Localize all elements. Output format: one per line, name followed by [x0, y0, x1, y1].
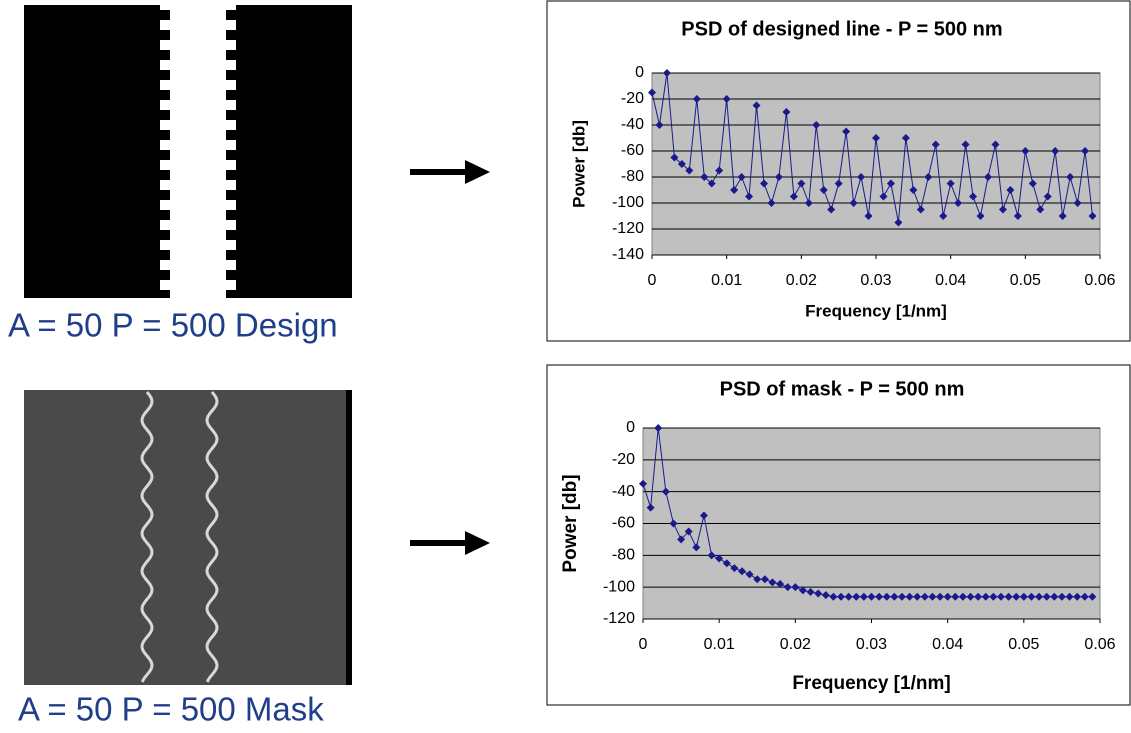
y-tick-label: -60: [621, 142, 644, 159]
y-tick-label: -20: [621, 90, 644, 107]
x-tick-label: 0.04: [932, 636, 963, 653]
y-tick-label: 0: [635, 64, 644, 81]
mask-image: [24, 390, 352, 685]
x-axis-label: Frequency [1/nm]: [805, 301, 947, 320]
y-tick-label: -20: [612, 451, 635, 468]
figure: A = 50 P = 500 Design A = 50 P = 500 Mas…: [0, 0, 1131, 733]
caption: A = 50 P = 500 Design: [8, 307, 338, 344]
y-tick-label: -80: [612, 547, 635, 564]
x-tick-label: 0.03: [860, 272, 891, 289]
y-tick-label: -60: [612, 515, 635, 532]
arrow: [410, 160, 490, 555]
x-tick-label: 0.04: [935, 272, 966, 289]
x-tick-label: 0: [648, 272, 657, 289]
design-image: [24, 5, 352, 298]
x-tick-label: 0.03: [856, 636, 887, 653]
x-axis-label: Frequency [1/nm]: [792, 673, 950, 694]
x-tick-label: 0.06: [1084, 272, 1115, 289]
x-tick-label: 0.02: [780, 636, 811, 653]
y-axis-label: Power [db]: [560, 474, 581, 572]
y-tick-label: -100: [603, 578, 635, 595]
x-tick-label: 0.01: [704, 636, 735, 653]
y-axis-label: Power [db]: [569, 120, 588, 208]
x-tick-label: 0: [639, 636, 648, 653]
x-tick-label: 0.01: [711, 272, 742, 289]
x-tick-label: 0.05: [1008, 636, 1039, 653]
y-tick-label: -120: [603, 610, 635, 627]
x-tick-label: 0.02: [786, 272, 817, 289]
y-tick-label: -80: [621, 168, 644, 185]
chart-title: PSD of designed line - P = 500 nm: [681, 18, 1002, 40]
y-tick-label: -40: [621, 116, 644, 133]
chart-title: PSD of mask - P = 500 nm: [720, 378, 965, 400]
caption: A = 50 P = 500 Mask: [18, 691, 324, 728]
y-tick-label: -100: [612, 194, 644, 211]
x-tick-label: 0.05: [1010, 272, 1041, 289]
y-tick-label: 0: [626, 419, 635, 436]
x-tick-label: 0.06: [1084, 636, 1115, 653]
plot-area: [652, 73, 1100, 255]
y-tick-label: -140: [612, 246, 644, 263]
y-tick-label: -120: [612, 220, 644, 237]
y-tick-label: -40: [612, 483, 635, 500]
